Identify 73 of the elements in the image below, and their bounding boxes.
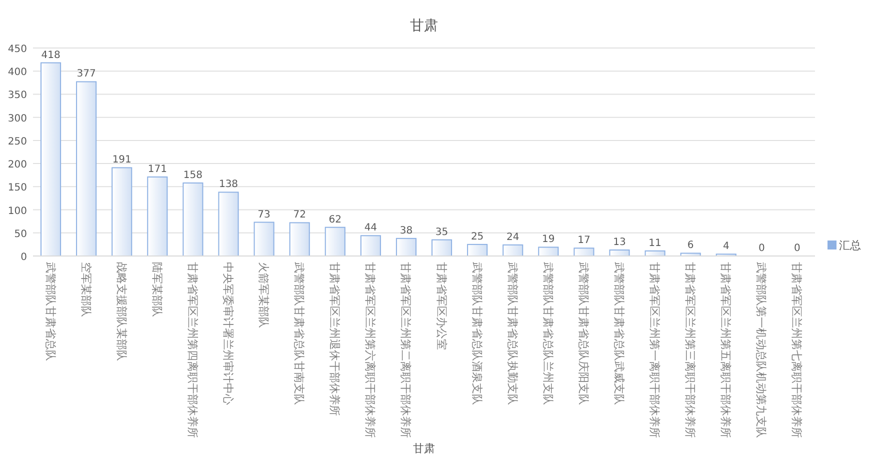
x-tick-label: 甘肃省军区兰州退休干部休养所: [328, 262, 342, 416]
x-tick-label: 武警部队甘肃省总队武威支队: [612, 262, 626, 405]
x-tick-label: 甘肃省军区兰州第六离职干部休养所: [364, 262, 377, 438]
bar: [467, 244, 488, 256]
bar: [360, 235, 381, 256]
x-tick-label: 战略支援部队某部队: [114, 262, 128, 361]
y-tick-label: 400: [8, 67, 27, 78]
x-tick-label: 武警部队甘肃省总队执勤支队: [506, 262, 519, 405]
bar: [324, 226, 346, 256]
bar: [76, 81, 97, 256]
data-label: 62: [328, 214, 342, 226]
bar: [40, 62, 62, 256]
y-tick-label: 50: [14, 228, 27, 240]
data-label: 158: [183, 170, 202, 181]
data-label: 24: [506, 232, 520, 243]
chart-title: 甘肃: [410, 18, 438, 34]
y-tick-label: 250: [8, 136, 27, 148]
data-label: 13: [613, 236, 626, 248]
data-label: 0: [794, 243, 800, 254]
x-tick-label: 甘肃省军区兰州第五离职干部休养所: [719, 262, 732, 438]
bar: [112, 167, 132, 256]
x-tick-label: 武警部队第一机动总队机动第九支队: [754, 262, 768, 438]
x-tick-label: 武警部队甘肃省总队甘南支队: [292, 262, 306, 405]
bar: [254, 222, 274, 256]
y-tick-label: 300: [8, 113, 27, 124]
data-label: 38: [400, 225, 413, 236]
data-label: 17: [578, 235, 590, 246]
data-label: 377: [76, 68, 96, 80]
x-tick-label: 甘肃省军区办公室: [434, 262, 448, 350]
x-tick-label: 甘肃省军区兰州第三离职干部休养所: [684, 262, 697, 438]
x-axis-title: 甘肃: [413, 442, 435, 455]
x-tick-label: 甘肃省军区兰州第二离职干部休养所: [399, 262, 412, 438]
y-tick-label: 350: [8, 90, 27, 102]
x-tick-label: 武警部队甘肃省总队酒泉支队: [470, 262, 484, 405]
bar: [289, 222, 310, 256]
x-tick-label: 火箭军某部队: [257, 262, 270, 328]
data-label: 11: [648, 238, 662, 249]
bar: [502, 244, 524, 256]
y-tick-label: 200: [8, 160, 27, 171]
legend-label: 汇总: [839, 239, 861, 252]
data-label: 191: [112, 154, 132, 166]
data-label: 6: [687, 240, 694, 252]
bar: [396, 238, 416, 256]
y-tick-label: 150: [8, 182, 27, 194]
x-tick-label: 甘肃省军区兰州第一离职干部休养所: [648, 262, 662, 438]
x-tick-label: 甘肃省军区兰州第四离职干部休养所: [186, 262, 199, 438]
data-label: 0: [758, 243, 765, 254]
x-tick-label: 武警部队甘肃省总队: [44, 262, 57, 361]
x-tick-label: 甘肃省军区兰州第七离职干部休养所: [790, 262, 804, 438]
x-tick-label: 陆军某部队: [150, 262, 164, 317]
y-tick-label: 100: [8, 206, 27, 217]
data-label: 19: [542, 234, 555, 246]
bar: [218, 192, 239, 256]
bar: [432, 239, 452, 256]
x-tick-label: 武警部队甘肃省总队兰州支队: [541, 262, 554, 405]
x-tick-label: 武警部队甘肃省总队庆阳支队: [576, 262, 590, 405]
x-tick-label: 空军某部队: [79, 262, 92, 317]
data-label: 171: [148, 164, 167, 175]
bar: [538, 246, 559, 256]
bar: [147, 176, 168, 256]
y-tick-label: 0: [20, 252, 27, 263]
data-label: 25: [470, 231, 484, 242]
data-label: 44: [364, 222, 378, 234]
data-label: 138: [218, 179, 238, 190]
data-label: 35: [435, 226, 448, 238]
y-tick-label: 450: [8, 44, 27, 55]
data-label: 73: [258, 209, 270, 220]
x-tick-label: 中央军委审计署兰州审计中心: [222, 262, 234, 405]
data-label: 72: [293, 210, 306, 221]
data-label: 4: [722, 241, 730, 252]
bar: [574, 248, 594, 256]
data-label: 418: [41, 50, 60, 61]
bar: [182, 182, 204, 256]
